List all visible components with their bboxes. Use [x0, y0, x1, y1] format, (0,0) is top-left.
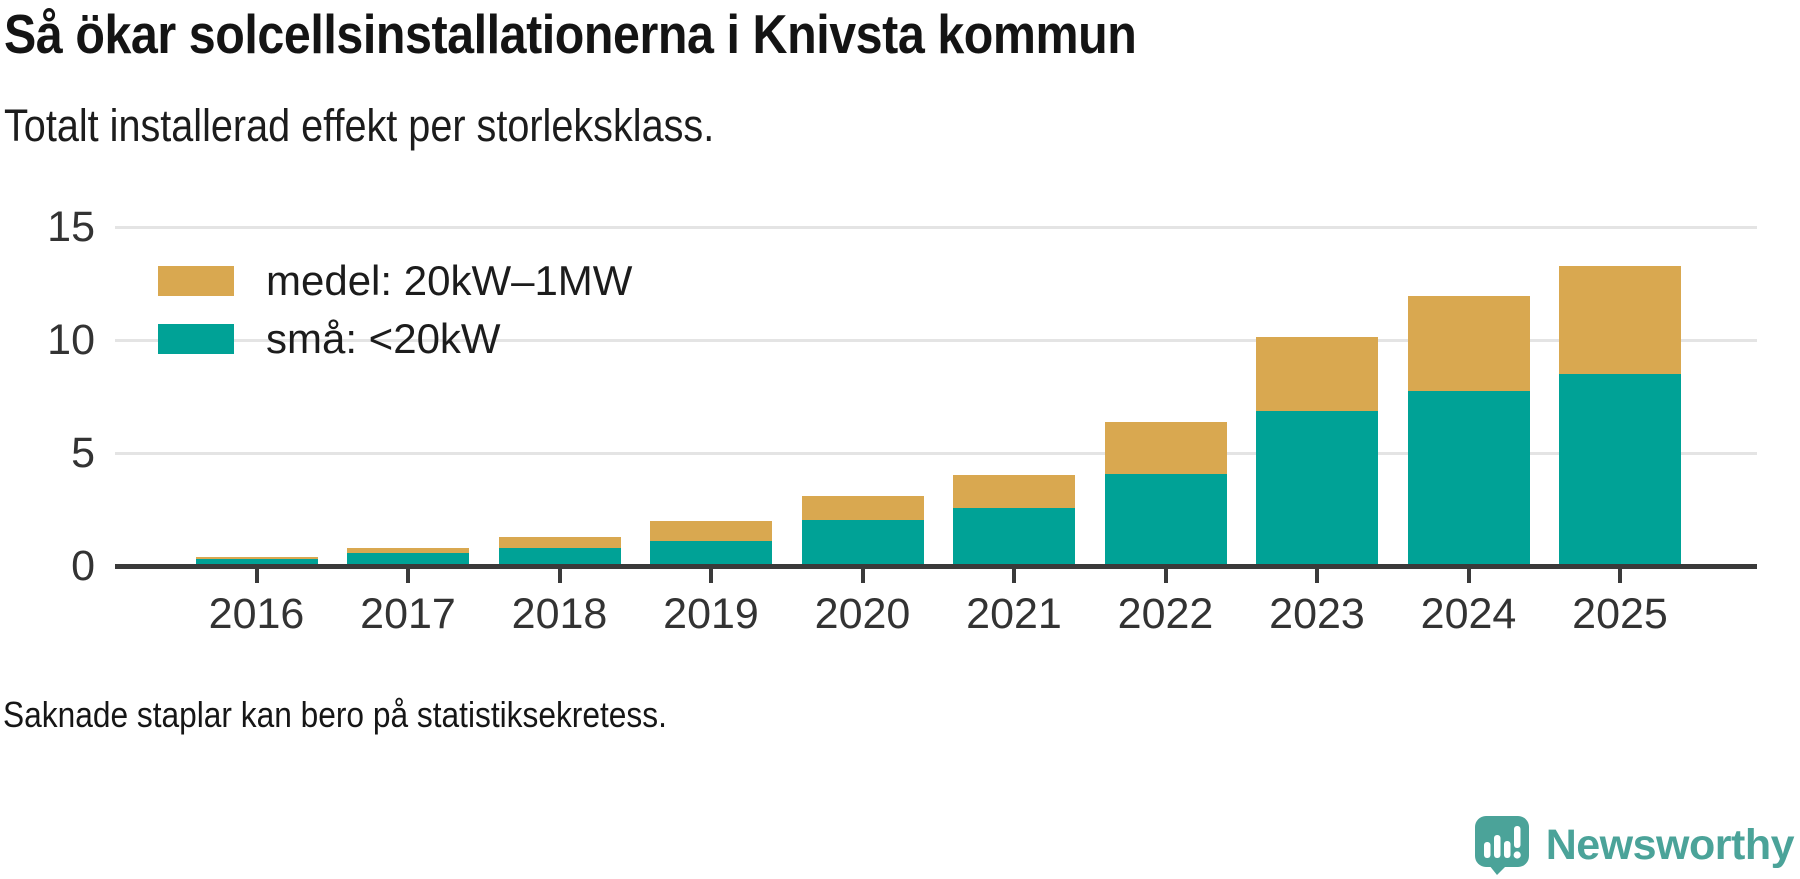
- x-tick-2024: [1466, 569, 1471, 583]
- bar-2018: [498, 536, 621, 564]
- gridline-5: [115, 451, 1757, 455]
- x-axis-line: [115, 564, 1757, 569]
- bar-segment-small-2017: [347, 552, 469, 564]
- bar-2020: [801, 496, 924, 564]
- bar-2017: [347, 548, 469, 564]
- bar-segment-medium-2023: [1256, 336, 1378, 412]
- bar-2024: [1407, 296, 1530, 564]
- footnote: Saknade staplar kan bero på statistiksek…: [3, 694, 667, 735]
- bar-segment-small-2016: [195, 559, 318, 564]
- bar-segment-medium-2020: [801, 496, 924, 520]
- bar-segment-medium-2022: [1104, 421, 1227, 474]
- x-tick-2023: [1315, 569, 1319, 583]
- bar-segment-medium-2018: [498, 536, 621, 549]
- y-tick-label-10: 10: [47, 316, 95, 364]
- x-tick-label-2024: 2024: [1420, 590, 1517, 638]
- y-tick-label-5: 5: [71, 429, 95, 477]
- x-tick-2016: [254, 569, 259, 583]
- gridline-10: [115, 338, 1757, 342]
- bar-segment-small-2024: [1407, 391, 1530, 564]
- bar-segment-small-2021: [953, 507, 1075, 564]
- x-tick-label-2025: 2025: [1572, 590, 1668, 638]
- newsworthy-icon: [1474, 816, 1529, 875]
- y-axis: 0 5 10 15: [0, 0, 95, 879]
- legend-swatch-medium: [158, 266, 234, 296]
- bar-segment-small-2025: [1559, 374, 1681, 564]
- x-tick-2019: [709, 569, 713, 583]
- x-tick-label-2023: 2023: [1269, 590, 1365, 638]
- x-tick-2018: [557, 569, 562, 583]
- bar-segment-small-2023: [1256, 411, 1378, 564]
- x-tick-2020: [860, 569, 865, 583]
- bar-2025: [1559, 265, 1681, 564]
- bar-segment-medium-2016: [195, 557, 318, 560]
- bar-2022: [1104, 421, 1227, 564]
- y-tick-label-15: 15: [47, 203, 95, 251]
- x-tick-2021: [1012, 569, 1016, 583]
- gridline-15: [115, 225, 1757, 229]
- bar-segment-medium-2019: [650, 521, 772, 542]
- legend-swatch-small: [158, 324, 234, 354]
- x-tick-label-2018: 2018: [511, 590, 608, 638]
- bar-2023: [1256, 336, 1378, 564]
- x-tick-2017: [406, 569, 410, 583]
- chart-subtitle: Totalt installerad effekt per storlekskl…: [4, 100, 715, 151]
- bar-segment-small-2018: [498, 548, 621, 564]
- legend-item-small: små: <20kW: [158, 315, 632, 362]
- chart-title: Så ökar solcellsinstallationerna i Knivs…: [4, 3, 1137, 65]
- y-tick-label-0: 0: [71, 542, 95, 590]
- brand-name: Newsworthy: [1545, 820, 1795, 869]
- bar-segment-small-2020: [801, 519, 924, 564]
- bar-2021: [953, 474, 1075, 564]
- bar-segment-small-2022: [1104, 473, 1227, 564]
- x-tick-label-2016: 2016: [208, 590, 305, 638]
- bar-2016: [195, 557, 318, 564]
- legend-item-medium: medel: 20kW–1MW: [158, 257, 632, 304]
- bar-segment-medium-2024: [1407, 296, 1530, 392]
- legend: medel: 20kW–1MW små: <20kW: [158, 257, 632, 382]
- bar-segment-medium-2021: [953, 474, 1075, 508]
- x-tick-label-2020: 2020: [814, 590, 911, 638]
- x-tick-2022: [1163, 569, 1168, 583]
- bar-segment-medium-2025: [1559, 265, 1681, 375]
- brand-logo: Newsworthy: [1474, 815, 1795, 875]
- bar-2019: [650, 521, 772, 564]
- x-tick-label-2017: 2017: [360, 590, 456, 638]
- x-tick-label-2019: 2019: [663, 590, 759, 638]
- x-tick-label-2021: 2021: [966, 590, 1062, 638]
- legend-label-medium: medel: 20kW–1MW: [266, 257, 633, 304]
- x-tick-2025: [1618, 569, 1622, 583]
- x-tick-label-2022: 2022: [1117, 590, 1214, 638]
- legend-label-small: små: <20kW: [266, 315, 501, 362]
- plot-area: [115, 185, 1757, 564]
- bar-segment-small-2019: [650, 541, 772, 564]
- bar-segment-medium-2017: [347, 548, 469, 553]
